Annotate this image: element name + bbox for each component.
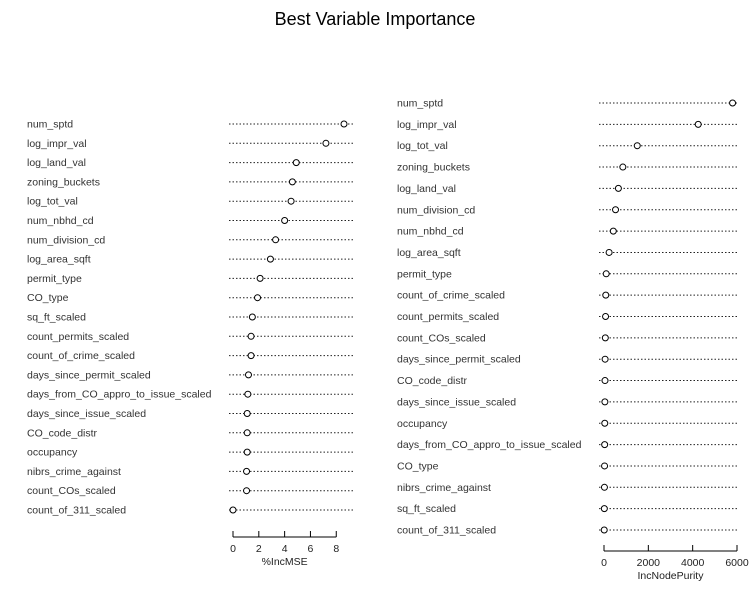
category-label: days_since_permit_scaled <box>27 369 151 381</box>
x-tick-label: 4000 <box>681 557 705 569</box>
data-point <box>601 355 609 363</box>
data-point <box>633 142 641 150</box>
category-label: count_of_crime_scaled <box>397 290 505 302</box>
data-point <box>292 159 300 167</box>
x-tick-label: 6000 <box>725 557 749 569</box>
x-tick-label: 8 <box>333 543 339 555</box>
data-point <box>244 371 252 379</box>
incmse-panel: num_sptd log_impr_val log_land_val zoning_b… <box>27 119 354 568</box>
data-point <box>272 236 280 244</box>
data-point <box>602 270 610 278</box>
data-point <box>600 505 608 513</box>
x-axis-title: IncNodePurity <box>638 570 705 582</box>
category-label: days_since_issue_scaled <box>27 408 146 420</box>
category-label: CO_code_distr <box>397 375 468 387</box>
category-label: log_impr_val <box>397 119 457 131</box>
category-label: zoning_buckets <box>397 162 470 174</box>
data-point <box>243 448 251 456</box>
category-label: occupancy <box>27 447 78 459</box>
data-point <box>605 248 613 256</box>
category-label: count_COs_scaled <box>397 332 486 344</box>
data-point <box>229 506 237 514</box>
data-point <box>247 352 255 360</box>
x-tick-label: 4 <box>282 543 288 555</box>
category-label: CO_type <box>27 292 69 304</box>
category-label: days_from_CO_appro_to_issue_scaled <box>27 389 212 401</box>
category-label: CO_code_distr <box>27 427 98 439</box>
category-label: nibrs_crime_against <box>397 482 491 494</box>
data-point <box>609 227 617 235</box>
data-point <box>244 390 252 398</box>
data-point <box>243 487 251 495</box>
x-tick-label: 6 <box>308 543 314 555</box>
category-label: zoning_buckets <box>27 176 100 188</box>
category-label: log_tot_val <box>27 196 78 208</box>
category-label: log_area_sqft <box>27 254 91 266</box>
data-point <box>287 197 295 205</box>
x-tick-label: 2000 <box>637 557 661 569</box>
data-point <box>601 398 609 406</box>
x-axis-title: %IncMSE <box>262 556 308 568</box>
category-label: log_land_val <box>27 157 86 169</box>
category-label: num_nbhd_cd <box>27 215 94 227</box>
data-point <box>614 184 622 192</box>
data-point <box>281 217 289 224</box>
data-point <box>612 206 620 214</box>
category-label: count_of_311_scaled <box>397 525 496 537</box>
incnodepurity-panel: num_sptd log_impr_val log_tot_val zoning_bu… <box>397 98 749 583</box>
data-point <box>340 120 348 128</box>
category-label: sq_ft_scaled <box>397 503 456 515</box>
data-point <box>602 291 610 299</box>
x-tick-label: 2 <box>256 543 262 555</box>
data-point <box>243 467 251 475</box>
category-label: num_sptd <box>27 119 73 131</box>
category-label: num_nbhd_cd <box>397 226 464 238</box>
category-label: permit_type <box>397 268 452 280</box>
category-label: count_permits_scaled <box>27 331 129 343</box>
data-point <box>243 410 251 417</box>
category-label: log_area_sqft <box>397 247 461 259</box>
data-point <box>322 139 330 147</box>
category-label: log_land_val <box>397 183 456 195</box>
category-label: log_impr_val <box>27 138 87 150</box>
data-point <box>600 483 608 491</box>
category-label: num_division_cd <box>397 204 475 216</box>
category-label: count_COs_scaled <box>27 485 116 497</box>
category-label: num_sptd <box>397 98 443 110</box>
category-label: count_permits_scaled <box>397 311 499 323</box>
data-point <box>601 377 609 385</box>
category-label: days_from_CO_appro_to_issue_scaled <box>397 439 582 451</box>
category-label: CO_type <box>397 460 439 472</box>
category-label: num_division_cd <box>27 234 105 246</box>
category-label: count_of_crime_scaled <box>27 350 135 362</box>
data-point <box>601 334 609 342</box>
data-point <box>254 294 262 302</box>
category-label: occupancy <box>397 418 448 430</box>
category-label: days_since_issue_scaled <box>397 396 516 408</box>
data-point <box>729 99 737 107</box>
data-point <box>601 462 609 470</box>
category-label: permit_type <box>27 273 82 285</box>
category-label: count_of_311_scaled <box>27 505 126 517</box>
data-point <box>247 332 255 340</box>
x-tick-label: 0 <box>230 543 236 555</box>
data-point <box>619 163 627 171</box>
category-label: sq_ft_scaled <box>27 312 86 324</box>
category-label: nibrs_crime_against <box>27 466 121 478</box>
category-label: log_tot_val <box>397 140 448 152</box>
data-point <box>602 313 610 320</box>
chart-title: Best Variable Importance <box>275 9 476 29</box>
data-point <box>248 313 256 321</box>
data-point <box>601 441 609 449</box>
data-point <box>694 120 702 128</box>
data-point <box>256 274 264 282</box>
x-tick-label: 0 <box>601 557 607 569</box>
data-point <box>266 255 274 263</box>
data-point <box>243 429 251 437</box>
category-label: days_since_permit_scaled <box>397 354 521 366</box>
data-point <box>601 419 609 427</box>
data-point <box>600 526 608 534</box>
data-point <box>288 178 296 186</box>
